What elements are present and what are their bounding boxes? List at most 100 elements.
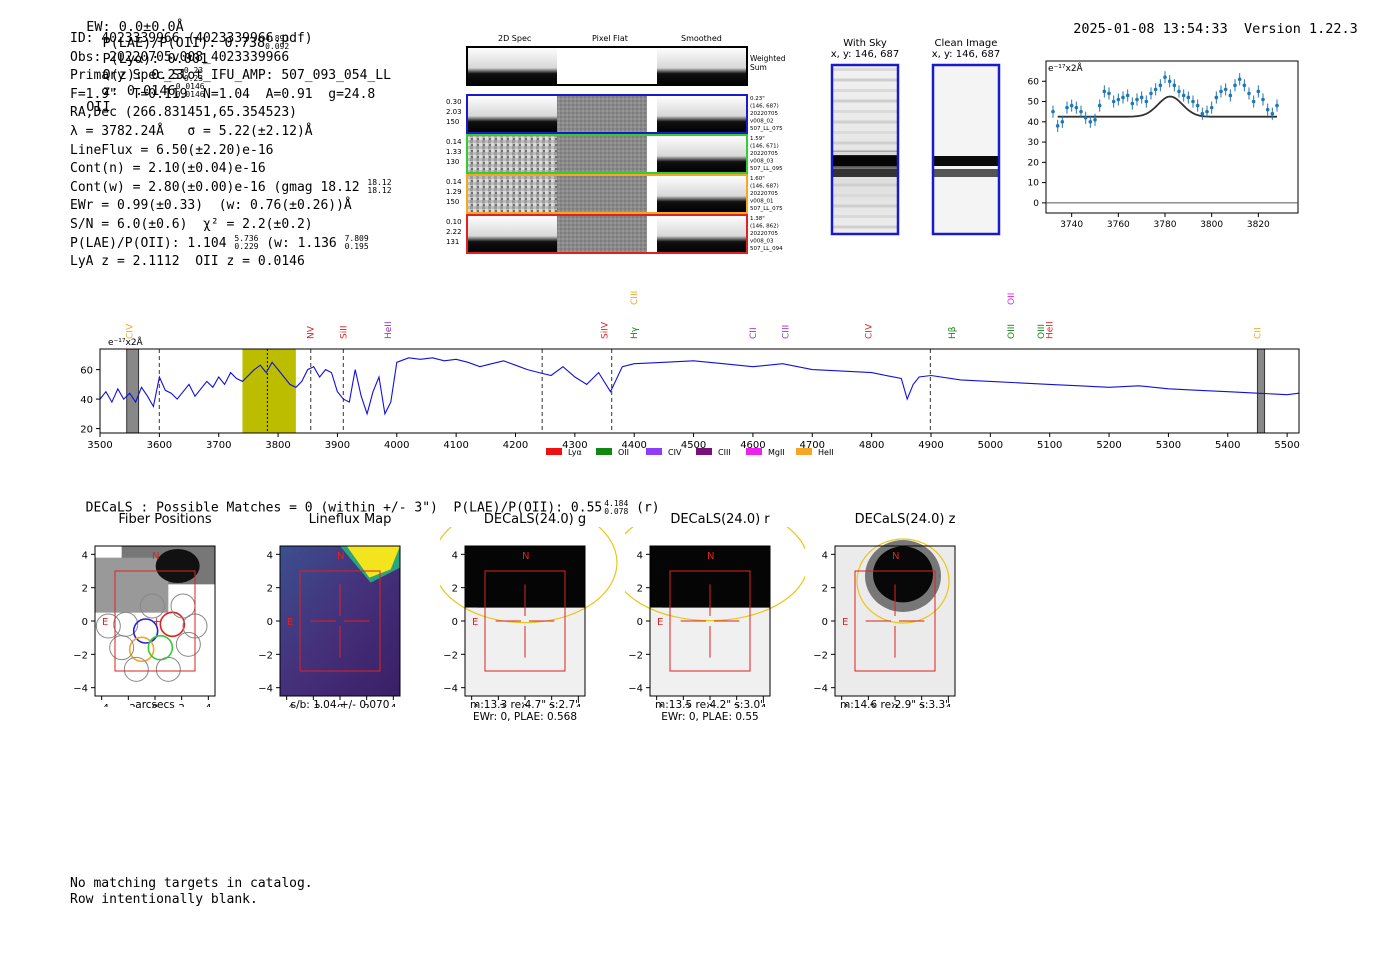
fiber-circle: [132, 618, 159, 644]
spectrum-xtick-label: 4300: [562, 440, 587, 451]
decals-ellipse: [440, 527, 618, 624]
cutout-smooth: [657, 175, 747, 213]
fiber-circle: [128, 636, 155, 663]
panel-xtick-label: 2: [918, 703, 924, 707]
contw-hi: 18.12: [367, 178, 392, 188]
panel-ytick-label: 2: [82, 584, 88, 595]
panel-caption: arcsecs: [70, 699, 240, 711]
legend-swatch: [696, 448, 712, 455]
col-flat-label: Pixel Flat: [592, 34, 628, 43]
aperture-box: [299, 570, 381, 672]
info-obs: Obs: 20220705v008_4023339966: [70, 49, 290, 65]
panel-ytick-label: −2: [73, 650, 88, 661]
spectrum-xtick-label: 5400: [1215, 440, 1240, 451]
panel-xtick-label: 0: [337, 703, 343, 707]
panel-xtick-label: 4: [390, 703, 396, 707]
full-spectrum: CIV NV SiII HeII SiIV CIII Hγ CII CIII CIV Hβ OII OI…: [80, 291, 1300, 457]
spectrum-xtick-label: 4900: [918, 440, 943, 451]
zoom-point: [1088, 120, 1093, 124]
cutout-weight: 2.03: [446, 108, 462, 116]
north-label: N: [152, 551, 159, 562]
clean-image: [931, 63, 1001, 236]
zoom-point: [1251, 99, 1256, 104]
fiber-circle: [175, 631, 201, 657]
sky-band: [832, 78, 898, 82]
zoom-xtick-label: 3800: [1200, 220, 1223, 230]
spectrum-line-marker: CIV: [126, 323, 136, 339]
north-label: N: [522, 551, 529, 562]
zoom-ytick-label: 40: [1028, 118, 1040, 128]
spectrum-xtick-label: 4100: [443, 440, 468, 451]
plae2-lo: 0.229: [234, 242, 259, 252]
panel-ytick-label: 0: [452, 617, 458, 628]
spectrum-ytick-label: 40: [80, 395, 93, 406]
zoom-point: [1163, 75, 1167, 80]
cutout-flat: [557, 215, 647, 253]
plya-text: P(Lyα): 0.001: [102, 51, 209, 67]
cutout-smooth: [657, 95, 747, 133]
cutout-weight: 150: [446, 198, 459, 206]
cutout-detail: (146, 671): [750, 144, 779, 150]
cutout-detail: 20220705: [750, 111, 778, 117]
with-sky-image: [830, 63, 900, 236]
decals-panel: DECaLS(24.0) gNE−4−4−2−2002244m:13.3 re:…: [440, 512, 620, 723]
cutout-weight: 0.14: [446, 178, 462, 186]
decals-source: [465, 546, 585, 608]
plae2-w-lo: 0.195: [344, 242, 369, 252]
panel-caption: s/b: 1.04 +/- 0.070: [255, 699, 425, 711]
decals-source: [650, 546, 770, 608]
z-hi: 0.0146: [175, 82, 205, 91]
zoom-ytick-label: 50: [1028, 98, 1040, 108]
zoom-chart-frame: [1045, 60, 1299, 214]
legend-swatch: [746, 448, 762, 455]
cutout-detail: 20220705: [750, 231, 778, 237]
panel-ytick-label: −2: [443, 650, 458, 661]
panel-caption-line1: m:13.5 re:4.2" s:3.0": [655, 699, 765, 711]
zoom-point: [1153, 87, 1158, 92]
panel-xtick-label: −4: [279, 703, 294, 707]
spectrum-line-marker: HeII: [1046, 321, 1056, 339]
spectrum-xtick-label: 5000: [978, 440, 1003, 451]
legend-swatch: [796, 448, 812, 455]
zoom-point: [1149, 91, 1153, 96]
decals-band: (r): [636, 500, 660, 516]
spectrum-xtick-label: 4200: [503, 440, 528, 451]
zoom-point: [1233, 83, 1237, 88]
panel-xtick-label: 2: [733, 703, 739, 707]
decals-summary: DECaLS : Possible Matches = 0 (within +/…: [70, 485, 660, 516]
zoom-point: [1055, 124, 1060, 128]
panel-ytick-label: 2: [452, 584, 458, 595]
spectrum-line-marker: SiII: [339, 325, 349, 339]
spectrum-xtick-label: 4000: [384, 440, 409, 451]
east-label: E: [287, 617, 293, 628]
spectrum-line-marker: CII: [749, 327, 759, 339]
zoom-point: [1051, 109, 1055, 114]
zoom-point: [1069, 103, 1074, 108]
panel-ytick-label: 4: [82, 550, 88, 561]
info-sn: S/N = 6.0(±0.6) χ² = 2.2(±0.2): [70, 216, 313, 232]
panel-xtick-label: −2: [121, 703, 136, 707]
zoom-point: [1186, 95, 1191, 100]
spectrum-line-marker: OIII: [1007, 324, 1017, 339]
zoom-point: [1205, 109, 1209, 114]
spectrum-xtick-label: 4700: [800, 440, 825, 451]
panel-xtick-label: −4: [464, 703, 479, 707]
panel-ytick-label: −2: [813, 650, 828, 661]
zoom-point: [1270, 111, 1275, 116]
panel-ytick-label: 4: [267, 550, 273, 561]
fiber-circle: [155, 656, 181, 682]
cutout-row: 0.30 2.03 150 0.23" (146, 687)20220705 v008_0…: [446, 94, 783, 134]
q-lo: 0.23: [183, 74, 204, 83]
zoom-point: [1167, 79, 1172, 84]
sky-clean-images: [830, 63, 1001, 236]
info-plae2-w: (w: 1.136: [266, 235, 337, 251]
sky-band: [832, 110, 898, 113]
cutout-detail: (146, 687): [750, 104, 779, 110]
spectrum-xtick-label: 5200: [1096, 440, 1121, 451]
lineflux-peak: [346, 546, 400, 578]
panel-image: N E −4 −4 −2 −2 0 0 2 2 4 4: [625, 527, 805, 707]
panel-caption-line1: m:13.3 re:4.7" s:2.7": [470, 699, 580, 711]
cutout-detail: 507_LL_075: [750, 206, 783, 212]
cutout-row: 0.14 1.29 150 1.60" (146, 687)20220705 v008_0…: [446, 174, 783, 214]
panel-xtick-label: −4: [94, 703, 109, 707]
